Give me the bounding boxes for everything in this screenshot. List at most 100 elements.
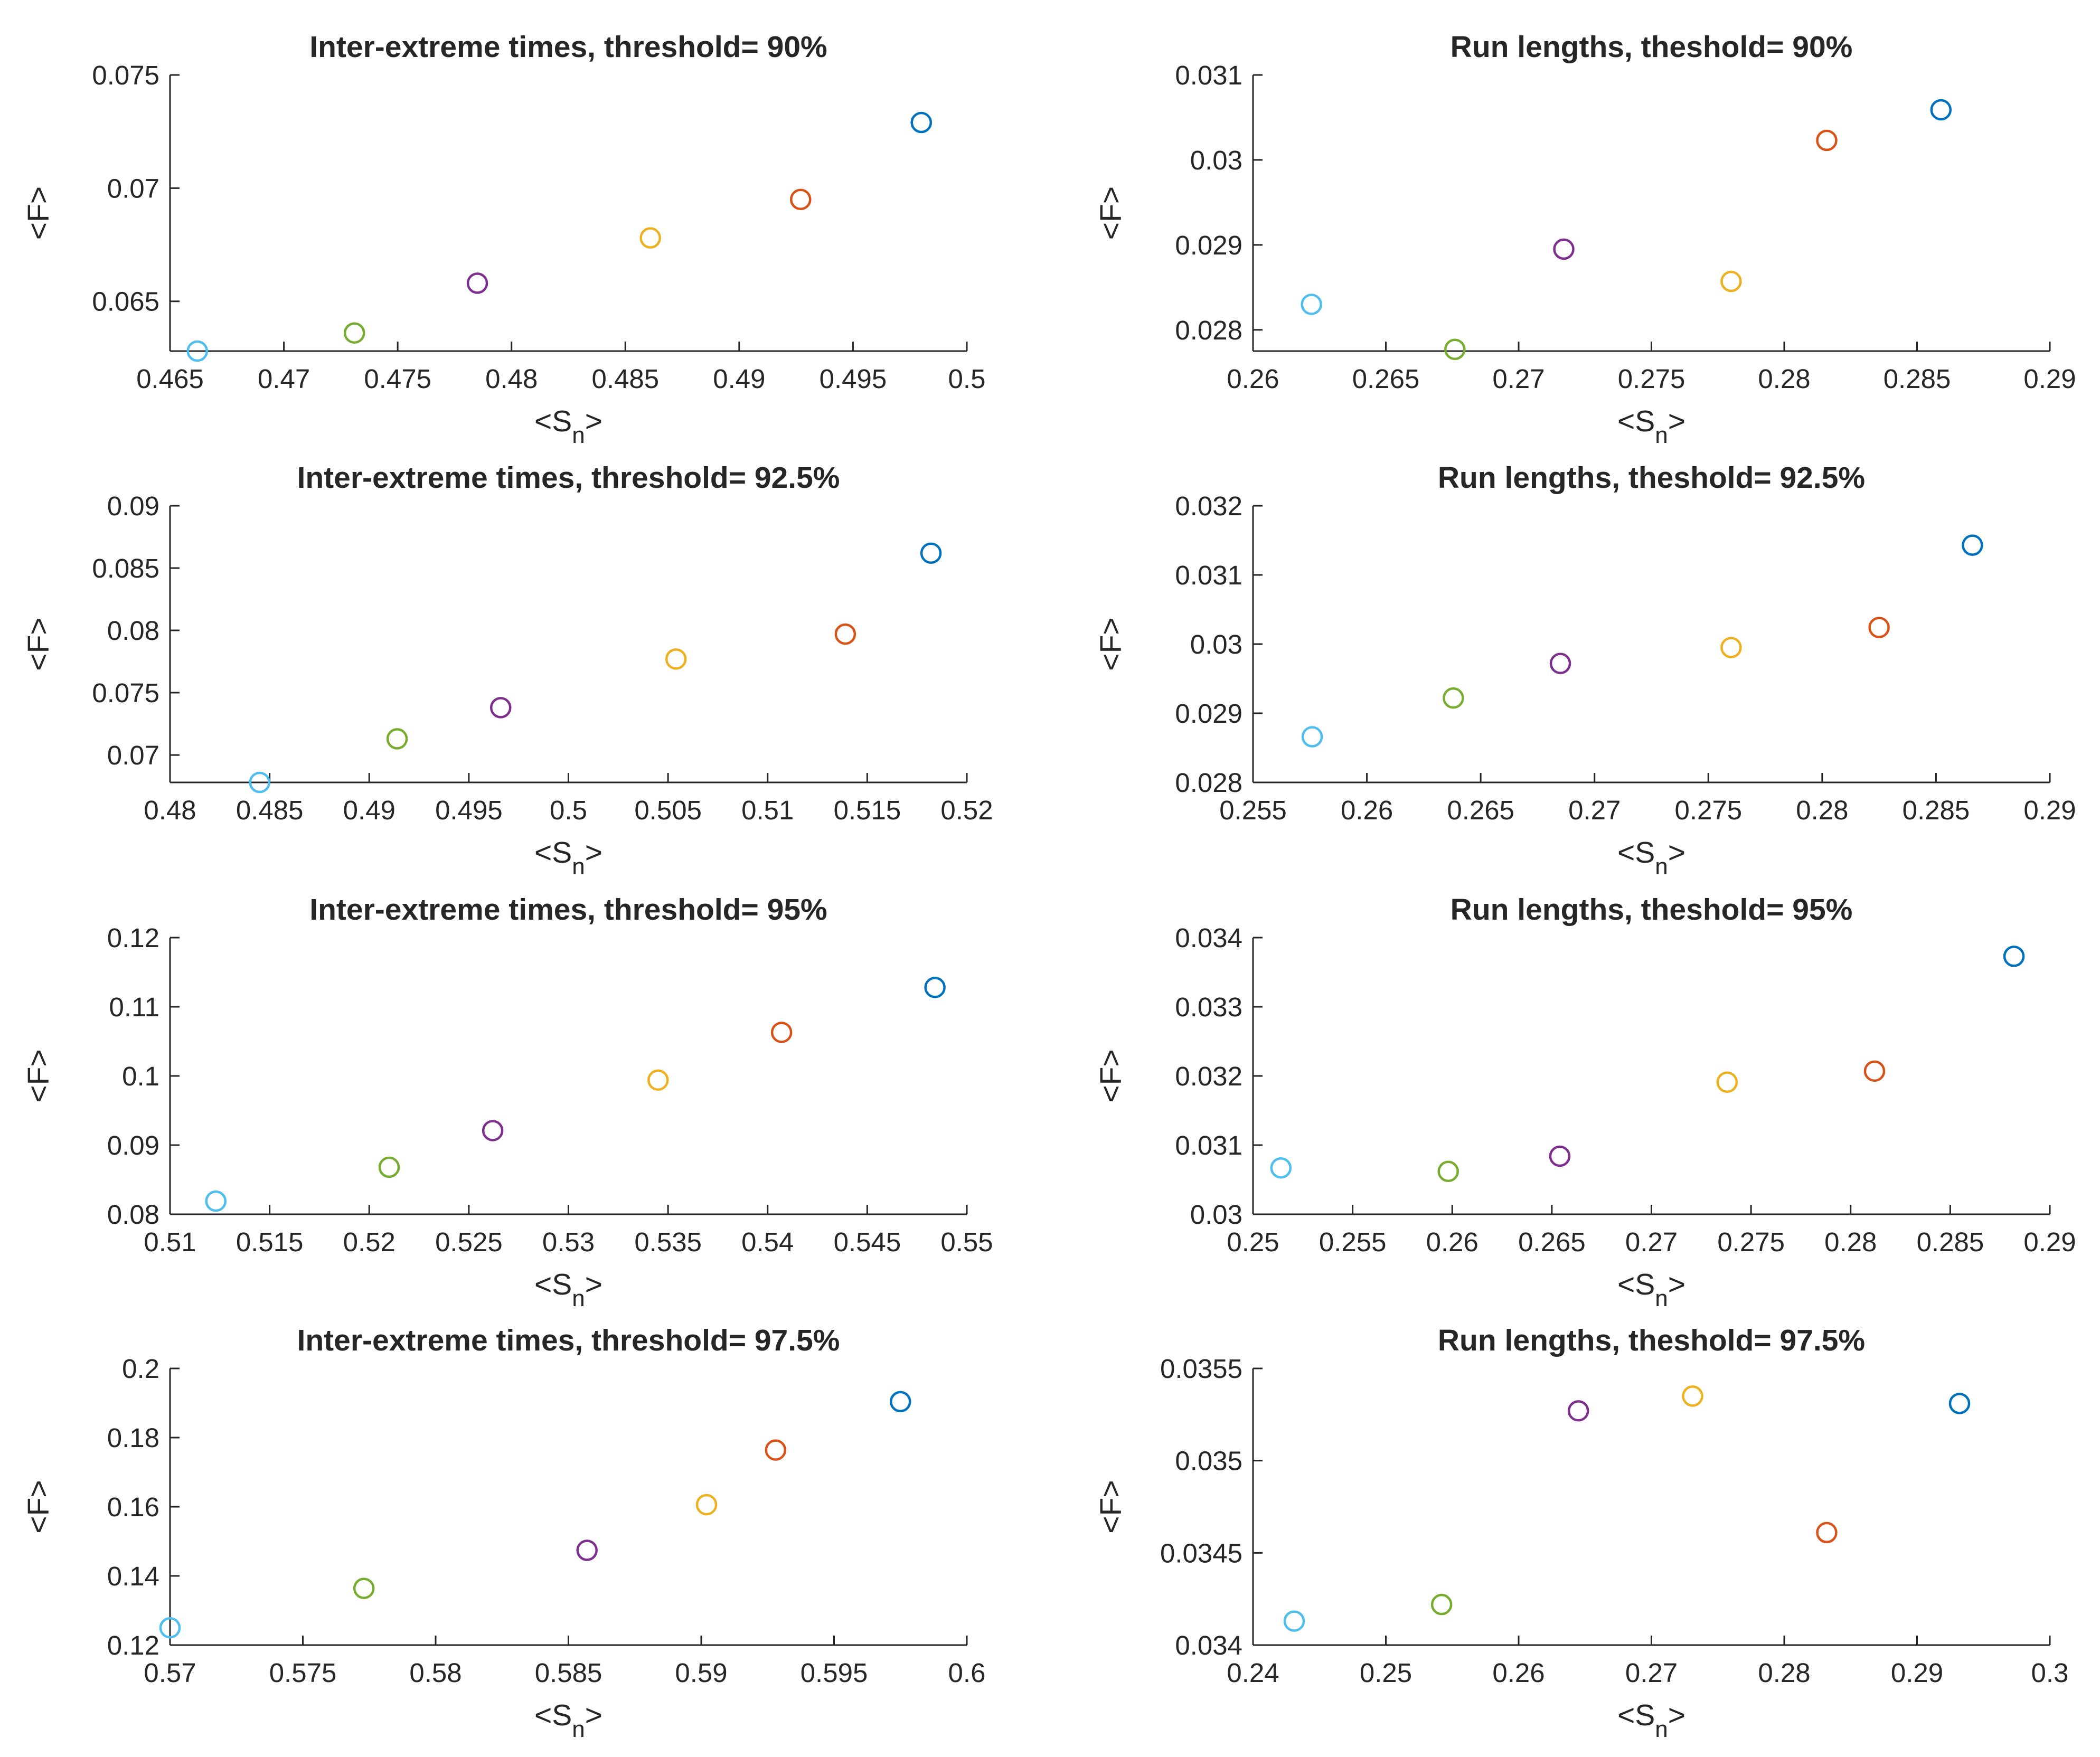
x-tick-label: 0.485 bbox=[591, 364, 659, 394]
y-axis-label: <F> bbox=[1094, 1049, 1128, 1102]
x-tick-label: 0.54 bbox=[741, 1227, 794, 1257]
y-tick-label: 0.033 bbox=[1175, 992, 1242, 1022]
data-point bbox=[159, 1617, 181, 1639]
x-tick-label: 0.265 bbox=[1447, 795, 1514, 825]
data-point bbox=[1567, 1400, 1589, 1422]
data-point bbox=[205, 1190, 227, 1212]
x-tick-label: 0.515 bbox=[236, 1227, 304, 1257]
x-tick-label: 0.29 bbox=[2023, 364, 2076, 394]
y-tick-label: 0.031 bbox=[1175, 60, 1242, 90]
y-tick-label: 0.031 bbox=[1175, 1130, 1242, 1160]
x-tick-label: 0.275 bbox=[1674, 795, 1742, 825]
y-tick-label: 0.12 bbox=[107, 1630, 159, 1660]
x-tick-label: 0.55 bbox=[940, 1227, 993, 1257]
x-tick-label: 0.51 bbox=[144, 1227, 196, 1257]
x-tick-label: 0.28 bbox=[1758, 1658, 1810, 1688]
y-axis-label: <F> bbox=[22, 617, 55, 670]
y-tick-label: 0.035 bbox=[1175, 1446, 1242, 1476]
data-point bbox=[1270, 1157, 1292, 1179]
data-point bbox=[489, 697, 512, 719]
y-tick-label: 0.12 bbox=[107, 923, 159, 953]
x-tick-label: 0.52 bbox=[940, 795, 993, 825]
x-axis-label: <Sn> bbox=[1617, 1268, 1685, 1311]
x-tick-label: 0.26 bbox=[1227, 364, 1279, 394]
x-tick-label: 0.495 bbox=[435, 795, 503, 825]
data-point bbox=[665, 648, 687, 670]
x-tick-label: 0.265 bbox=[1518, 1227, 1586, 1257]
x-axis-label: <Sn> bbox=[534, 404, 602, 448]
x-tick-label: 0.495 bbox=[820, 364, 887, 394]
subplot-title: Run lengths, theshold= 97.5% bbox=[1438, 1324, 1865, 1357]
x-tick-label: 0.29 bbox=[2023, 795, 2076, 825]
data-point bbox=[1948, 1393, 1971, 1414]
x-tick-label: 0.48 bbox=[144, 795, 196, 825]
data-point bbox=[378, 1156, 400, 1178]
y-axis-label: <F> bbox=[1094, 186, 1128, 240]
x-tick-label: 0.28 bbox=[1758, 364, 1810, 394]
data-point bbox=[647, 1069, 669, 1091]
y-axis-label: <F> bbox=[22, 1480, 55, 1533]
x-axis-label: <Sn> bbox=[534, 836, 602, 880]
subplot-3: 0.48 0.485 0.49 0.495 0.5 0.505 0.51 0.515 0.52 0… bbox=[22, 461, 993, 880]
data-point bbox=[1549, 1145, 1571, 1167]
y-tick-label: 0.085 bbox=[92, 553, 159, 583]
x-tick-label: 0.6 bbox=[948, 1658, 986, 1688]
subplot-4: 0.255 0.26 0.265 0.27 0.275 0.28 0.285 0.29 0.02… bbox=[1094, 461, 2076, 880]
subplot-title: Inter-extreme times, threshold= 95% bbox=[309, 893, 827, 927]
x-tick-label: 0.27 bbox=[1625, 1658, 1678, 1688]
x-tick-label: 0.265 bbox=[1352, 364, 1420, 394]
subplot-title: Inter-extreme times, threshold= 97.5% bbox=[297, 1324, 840, 1357]
y-tick-label: 0.034 bbox=[1175, 1630, 1242, 1660]
y-axis-label: <F> bbox=[1094, 617, 1128, 670]
x-tick-label: 0.5 bbox=[948, 364, 986, 394]
x-tick-label: 0.485 bbox=[236, 795, 304, 825]
data-point bbox=[1437, 1160, 1459, 1183]
data-point bbox=[1301, 726, 1323, 748]
x-tick-label: 0.285 bbox=[1884, 364, 1951, 394]
y-tick-label: 0.075 bbox=[92, 60, 159, 90]
y-tick-label: 0.0345 bbox=[1160, 1538, 1242, 1568]
x-tick-label: 0.465 bbox=[136, 364, 204, 394]
y-tick-label: 0.1 bbox=[122, 1061, 159, 1091]
x-axis-label: <Sn> bbox=[534, 1698, 602, 1742]
x-tick-label: 0.25 bbox=[1360, 1658, 1412, 1688]
x-tick-label: 0.29 bbox=[1891, 1658, 1943, 1688]
subplot-1: 0.465 0.47 0.475 0.48 0.485 0.49 0.495 0.5 0.065… bbox=[22, 30, 985, 448]
x-tick-label: 0.475 bbox=[364, 364, 431, 394]
y-tick-label: 0.03 bbox=[1190, 1199, 1242, 1230]
subplot-title: Run lengths, theshold= 92.5% bbox=[1438, 461, 1865, 495]
x-tick-label: 0.585 bbox=[535, 1658, 602, 1688]
data-point bbox=[765, 1439, 787, 1461]
x-tick-label: 0.3 bbox=[2031, 1658, 2069, 1688]
data-point bbox=[1430, 1593, 1453, 1616]
x-tick-label: 0.575 bbox=[269, 1658, 337, 1688]
data-point bbox=[1283, 1610, 1305, 1632]
x-tick-label: 0.5 bbox=[550, 795, 587, 825]
data-point bbox=[924, 977, 946, 998]
data-point bbox=[1549, 653, 1571, 674]
data-point bbox=[1863, 1060, 1886, 1082]
x-axis-label: <Sn> bbox=[1617, 836, 1685, 880]
y-tick-label: 0.029 bbox=[1175, 230, 1242, 260]
data-point bbox=[834, 623, 856, 645]
x-tick-label: 0.29 bbox=[2023, 1227, 2076, 1257]
y-tick-label: 0.075 bbox=[92, 678, 159, 708]
x-tick-label: 0.51 bbox=[741, 795, 794, 825]
x-axis-label: <Sn> bbox=[1617, 404, 1685, 448]
subplot-8: 0.24 0.25 0.26 0.27 0.28 0.29 0.3 0.034 0.0345 0.… bbox=[1094, 1324, 2068, 1742]
y-tick-label: 0.11 bbox=[109, 992, 159, 1022]
y-tick-label: 0.03 bbox=[1190, 145, 1242, 175]
y-tick-label: 0.028 bbox=[1175, 768, 1242, 798]
data-point bbox=[1720, 270, 1742, 292]
x-tick-label: 0.545 bbox=[834, 1227, 901, 1257]
data-point bbox=[1716, 1071, 1738, 1093]
subplot-title: Inter-extreme times, threshold= 90% bbox=[309, 30, 827, 64]
x-tick-label: 0.285 bbox=[1917, 1227, 1984, 1257]
data-point bbox=[482, 1120, 504, 1141]
y-tick-label: 0.032 bbox=[1175, 1061, 1242, 1091]
x-tick-label: 0.26 bbox=[1492, 1658, 1545, 1688]
y-tick-label: 0.16 bbox=[107, 1492, 159, 1522]
data-point bbox=[343, 322, 365, 344]
x-tick-label: 0.49 bbox=[713, 364, 765, 394]
x-tick-label: 0.515 bbox=[834, 795, 901, 825]
